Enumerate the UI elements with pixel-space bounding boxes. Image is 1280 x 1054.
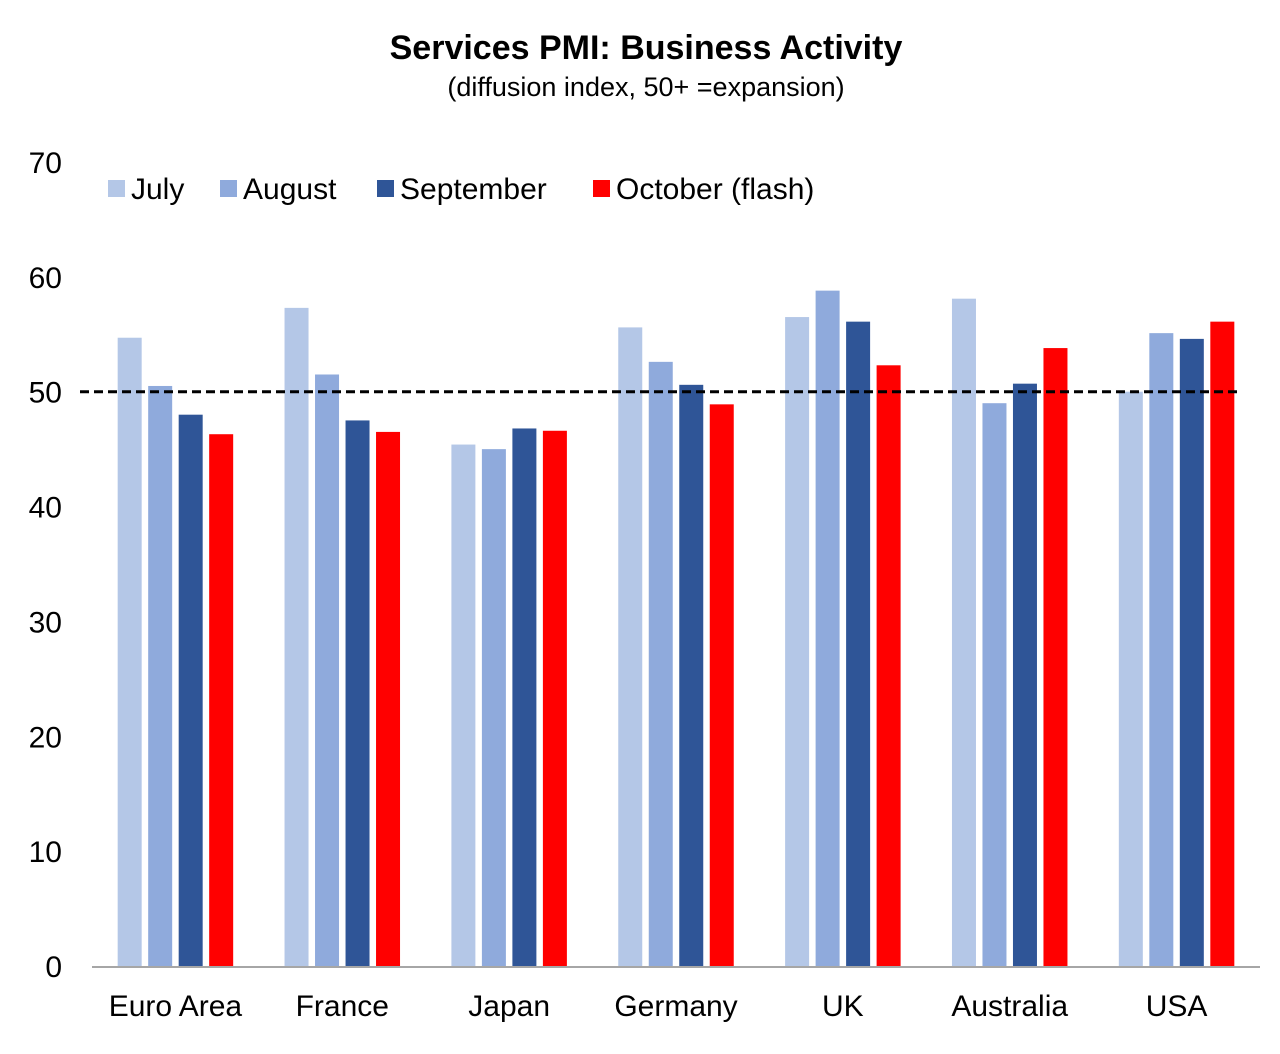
y-tick-label: 20	[29, 721, 62, 754]
bar	[178, 414, 203, 967]
legend-swatch	[377, 180, 394, 197]
bar	[1043, 348, 1068, 966]
bar	[1118, 391, 1143, 966]
category-label: USA	[1146, 990, 1208, 1023]
bar	[785, 317, 810, 966]
y-tick-label: 70	[29, 147, 62, 180]
legend-swatch	[593, 180, 610, 197]
bar	[982, 403, 1007, 966]
bar	[542, 430, 567, 966]
bar	[376, 431, 401, 966]
category-label: France	[296, 990, 389, 1023]
y-tick-label: 30	[29, 606, 62, 639]
y-tick-label: 40	[29, 492, 62, 525]
category-label: UK	[822, 990, 864, 1023]
bar	[148, 385, 173, 966]
bar	[1210, 321, 1235, 966]
bar	[512, 428, 537, 966]
chart-subtitle: (diffusion index, 50+ =expansion)	[447, 72, 844, 102]
bar	[117, 337, 142, 966]
bar	[481, 449, 506, 967]
legend-swatch	[108, 180, 125, 197]
bar	[1012, 383, 1037, 966]
category-label: Germany	[614, 990, 737, 1023]
legend-label: September	[400, 173, 547, 206]
y-axis-ticks: 0 10 20 30 40 50 60 70	[29, 147, 62, 984]
bars-group	[117, 290, 1235, 967]
category-label: Japan	[468, 990, 550, 1023]
legend-label: August	[243, 173, 337, 206]
bar	[876, 365, 901, 967]
bar	[345, 420, 370, 966]
bar	[951, 298, 976, 966]
category-label: Euro Area	[109, 990, 243, 1023]
bar	[709, 404, 734, 966]
bar	[1179, 338, 1204, 966]
bar	[618, 327, 643, 966]
bar	[648, 361, 673, 966]
y-tick-label: 0	[45, 951, 62, 984]
y-tick-label: 10	[29, 836, 62, 869]
legend-swatch	[220, 180, 237, 197]
bar	[284, 307, 309, 967]
bar	[846, 321, 871, 966]
chart-title: Services PMI: Business Activity	[390, 29, 903, 67]
legend-label: October (flash)	[616, 173, 814, 206]
bar	[1149, 333, 1174, 966]
bar	[679, 384, 704, 966]
bar	[315, 374, 340, 966]
bar	[209, 434, 234, 966]
legend-label: July	[131, 173, 184, 206]
bar	[815, 290, 840, 966]
category-label: Australia	[951, 990, 1068, 1023]
x-axis: Euro Area France Japan Germany UK Australia US…	[92, 966, 1260, 1023]
legend: July August September October (flash)	[108, 173, 814, 206]
y-tick-label: 60	[29, 262, 62, 295]
bar	[451, 444, 476, 966]
y-tick-label: 50	[29, 377, 62, 410]
